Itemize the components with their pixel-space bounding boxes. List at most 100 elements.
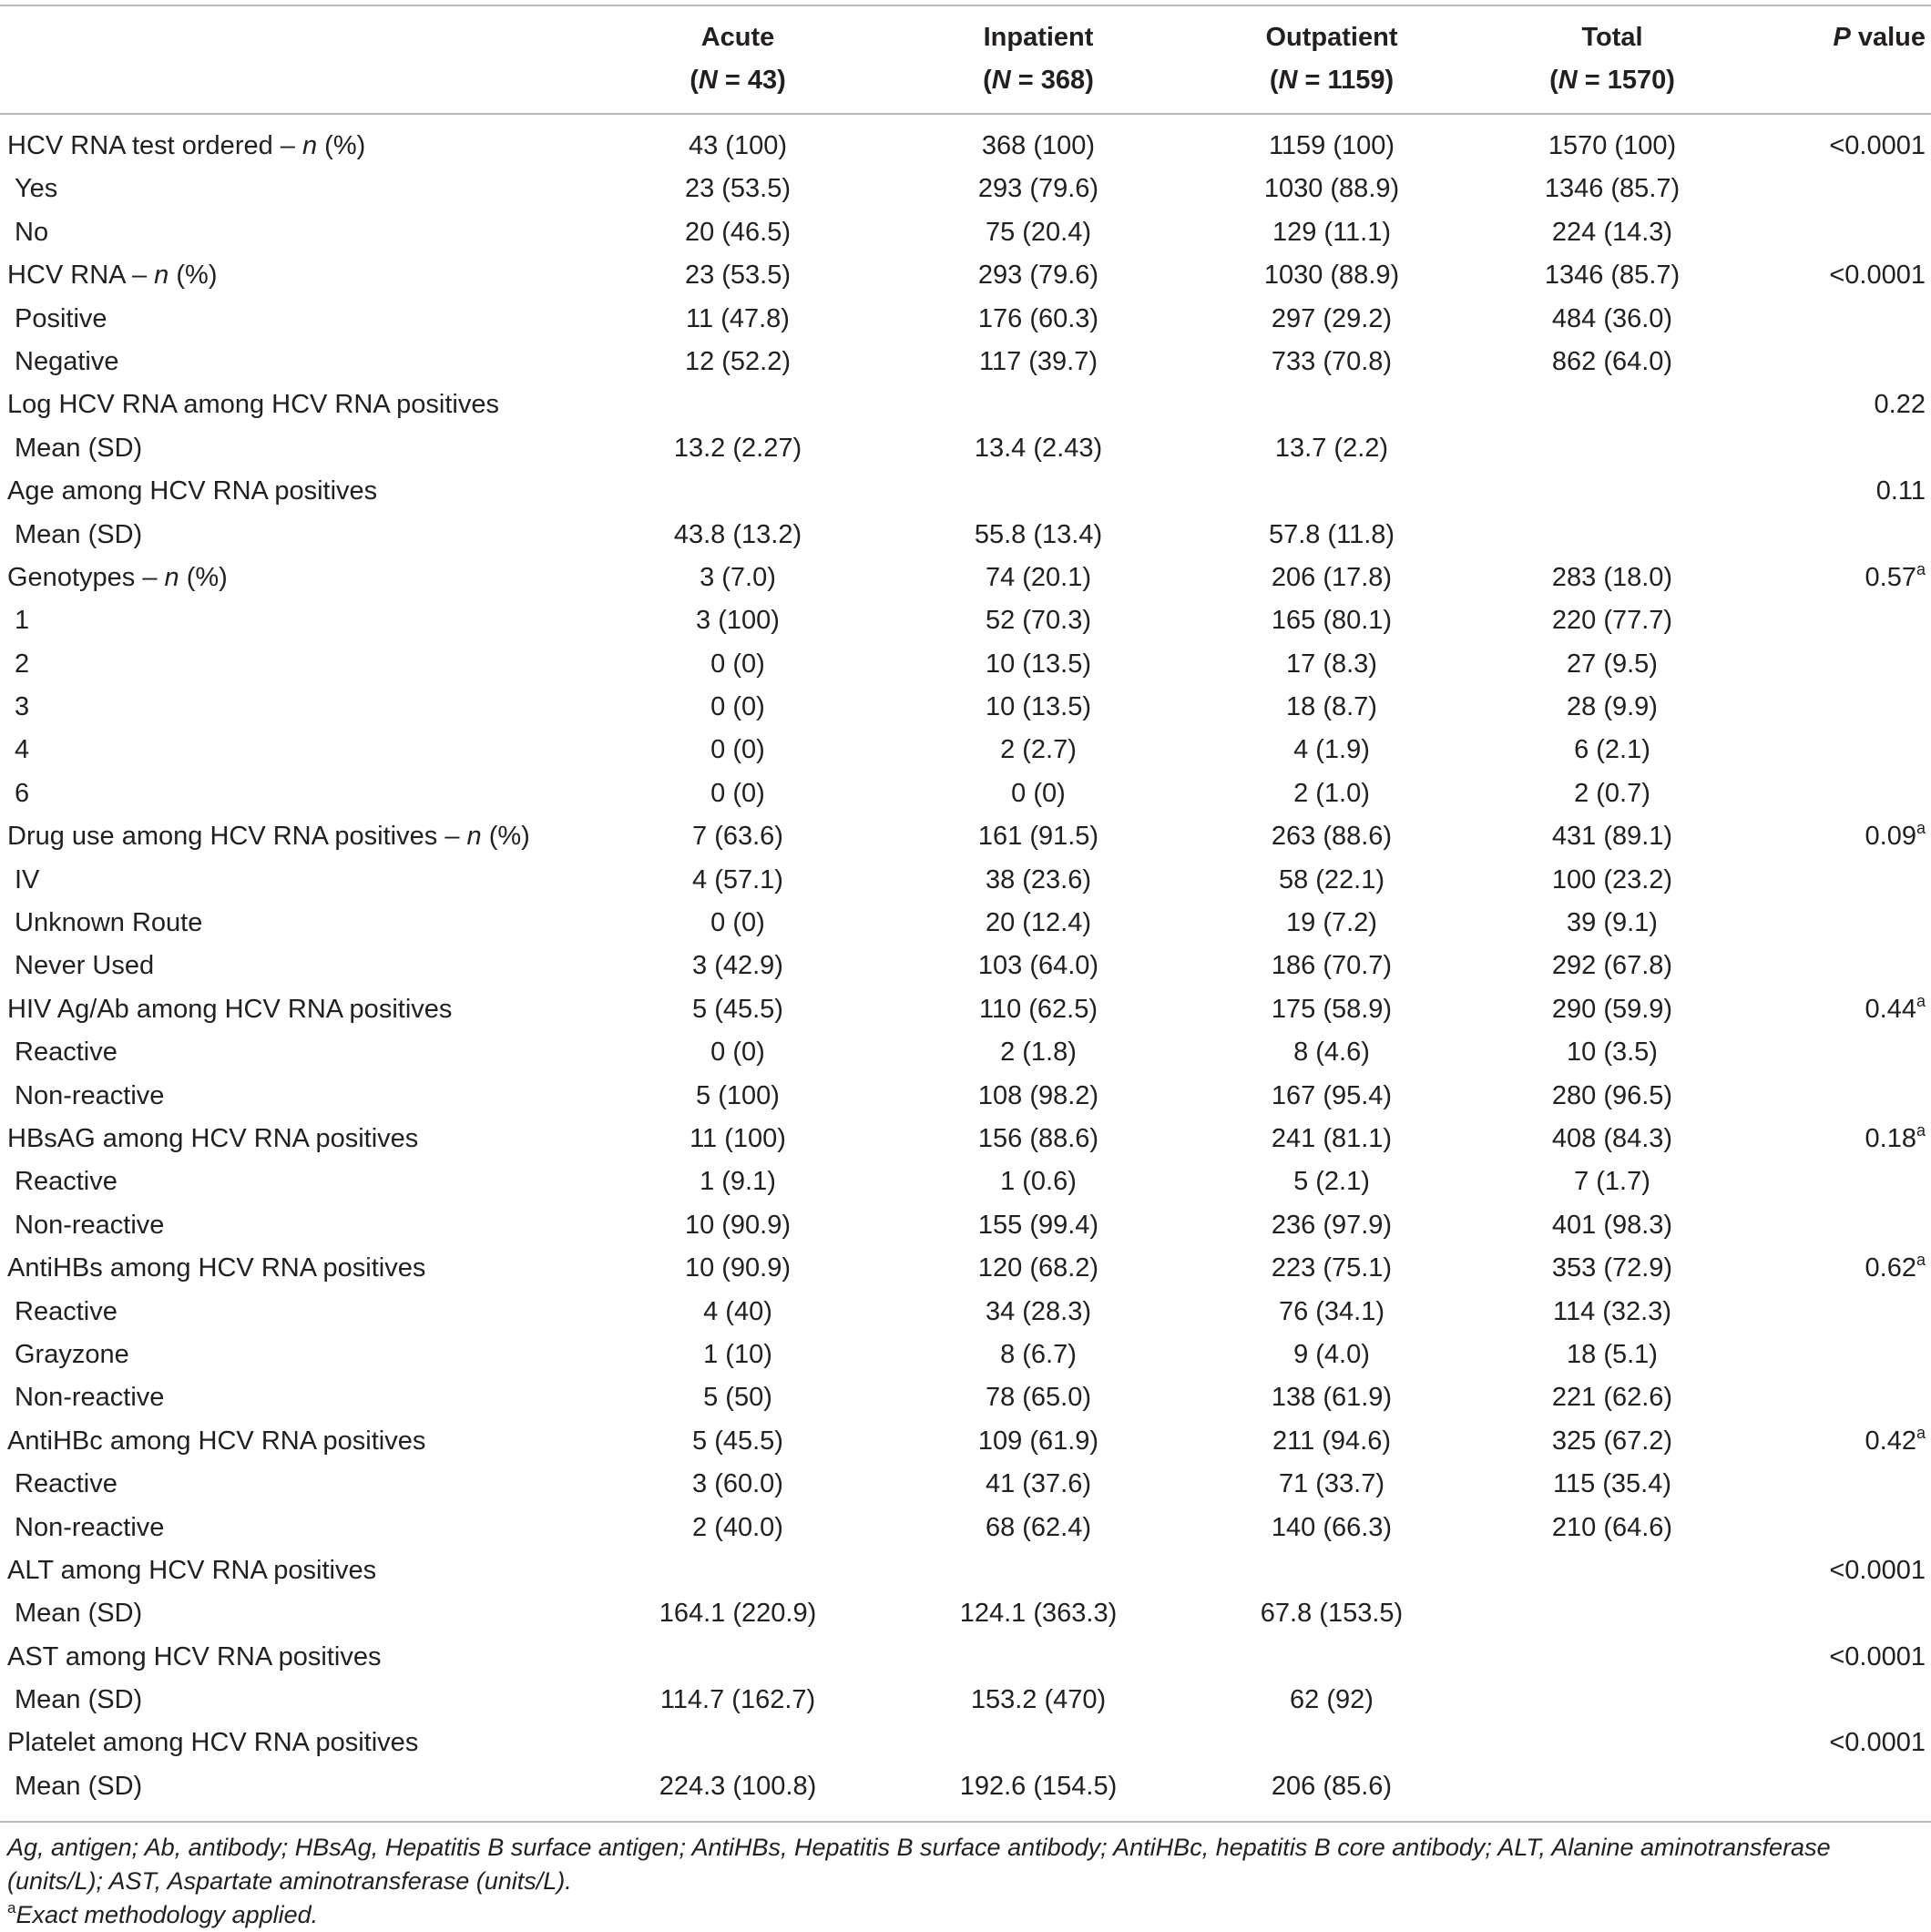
cell-p-value: 0.11	[1875, 476, 1926, 506]
table-row: Mean (SD) 224.3 (100.8) 192.6 (154.5) 206 (…	[0, 1765, 1931, 1808]
cell-p-value: 0.42a	[1865, 1423, 1926, 1456]
table-row: 6 0 (0) 0 (0) 2 (1.0) 2 (0.7)	[0, 772, 1931, 815]
cell-total: 18 (5.1)	[1567, 1339, 1658, 1369]
row-label: Yes	[15, 174, 58, 204]
cell-outpatient: 297 (29.2)	[1271, 303, 1393, 333]
cell-outpatient: 76 (34.1)	[1278, 1296, 1385, 1326]
cell-total: 283 (18.0)	[1551, 562, 1673, 592]
cell-outpatient: 186 (70.7)	[1271, 951, 1393, 981]
cell-acute: 11 (47.8)	[686, 303, 790, 333]
table-row: AntiHBc among HCV RNA positives 5 (45.5) 1…	[0, 1420, 1931, 1463]
cell-total: 292 (67.8)	[1551, 951, 1673, 981]
cell-inpatient: 2 (2.7)	[1000, 735, 1077, 765]
table-row: Platelet among HCV RNA positives <0.0001	[0, 1722, 1931, 1764]
cell-p-value: 0.57a	[1865, 559, 1926, 592]
cell-inpatient: 10 (13.5)	[985, 649, 1092, 679]
row-label: Reactive	[15, 1469, 117, 1499]
cell-outpatient: 223 (75.1)	[1271, 1253, 1393, 1283]
cell-acute: 5 (45.5)	[692, 1426, 783, 1456]
cell-inpatient: 74 (20.1)	[985, 562, 1092, 592]
cell-outpatient: 167 (95.4)	[1271, 1080, 1393, 1110]
cell-inpatient: 156 (88.6)	[977, 1123, 1099, 1153]
cell-p-value: 0.18a	[1865, 1120, 1926, 1153]
cell-inpatient: 293 (79.6)	[977, 174, 1099, 204]
cell-inpatient: 75 (20.4)	[985, 217, 1092, 247]
row-label: No	[15, 217, 49, 247]
cell-acute: 10 (90.9)	[684, 1253, 792, 1283]
cell-inpatient: 41 (37.6)	[985, 1469, 1092, 1499]
cell-total: 100 (23.2)	[1551, 864, 1673, 894]
cell-acute: 11 (100)	[690, 1123, 786, 1153]
cell-total: 401 (98.3)	[1551, 1210, 1673, 1240]
cell-outpatient: 211 (94.6)	[1272, 1426, 1392, 1456]
row-label: Mean (SD)	[15, 1685, 143, 1715]
cell-total: 210 (64.6)	[1551, 1512, 1673, 1542]
table-row: HIV Ag/Ab among HCV RNA positives 5 (45.5…	[0, 988, 1931, 1031]
cell-total: 431 (89.1)	[1551, 822, 1673, 852]
cell-inpatient: 1 (0.6)	[1000, 1167, 1077, 1197]
cell-p-value: 0.09a	[1865, 819, 1926, 852]
row-label: Mean (SD)	[15, 519, 143, 549]
cell-inpatient: 109 (61.9)	[977, 1426, 1099, 1456]
row-label: 4	[15, 735, 30, 765]
table-row: Reactive 1 (9.1) 1 (0.6) 5 (2.1) 7 (1.7)	[0, 1160, 1931, 1203]
cell-p-value: <0.0001	[1829, 261, 1926, 291]
row-label: HCV RNA test ordered – n (%)	[7, 131, 366, 160]
cell-inpatient: 34 (28.3)	[985, 1296, 1092, 1326]
row-label: Mean (SD)	[15, 1771, 143, 1801]
row-label: Positive	[15, 303, 107, 333]
cell-total: 408 (84.3)	[1551, 1123, 1673, 1153]
cell-inpatient: 55.8 (13.4)	[974, 519, 1103, 549]
cell-inpatient: 368 (100)	[981, 131, 1096, 160]
cell-inpatient: 108 (98.2)	[977, 1080, 1099, 1110]
cell-acute: 1 (10)	[703, 1339, 772, 1369]
cell-total: 115 (35.4)	[1552, 1469, 1672, 1499]
table-row: Reactive 3 (60.0) 41 (37.6) 71 (33.7) 115 (3…	[0, 1463, 1931, 1506]
cell-outpatient: 236 (97.9)	[1271, 1210, 1393, 1240]
table-row: Never Used 3 (42.9) 103 (64.0) 186 (70.7) 29…	[0, 945, 1931, 987]
row-label: Never Used	[15, 951, 155, 981]
table-row: HCV RNA – n (%) 23 (53.5) 293 (79.6) 1030 (…	[0, 254, 1931, 297]
cell-p-value: <0.0001	[1829, 131, 1926, 160]
cell-outpatient: 58 (22.1)	[1278, 864, 1385, 894]
cell-outpatient: 4 (1.9)	[1293, 735, 1370, 765]
cell-total: 290 (59.9)	[1551, 994, 1673, 1024]
row-label: HBsAG among HCV RNA positives	[7, 1123, 419, 1153]
cell-outpatient: 165 (80.1)	[1271, 606, 1393, 636]
row-label: IV	[15, 864, 40, 894]
header-total: Total (N = 1570)	[1549, 23, 1675, 95]
cell-inpatient: 38 (23.6)	[985, 864, 1092, 894]
cell-outpatient: 733 (70.8)	[1271, 346, 1393, 376]
row-label: Age among HCV RNA positives	[7, 476, 378, 506]
cell-total: 7 (1.7)	[1574, 1167, 1650, 1197]
table-row: Negative 12 (52.2) 117 (39.7) 733 (70.8) 862…	[0, 341, 1931, 383]
row-label: Non-reactive	[15, 1512, 165, 1542]
cell-inpatient: 103 (64.0)	[977, 951, 1099, 981]
table-bottom-rule	[0, 1821, 1931, 1823]
table-row: Non-reactive 10 (90.9) 155 (99.4) 236 (97.9…	[0, 1204, 1931, 1247]
row-label: 2	[15, 649, 30, 679]
cell-total: 1346 (85.7)	[1544, 174, 1681, 204]
cell-total: 220 (77.7)	[1551, 606, 1673, 636]
cell-acute: 23 (53.5)	[684, 261, 792, 291]
table-row: Yes 23 (53.5) 293 (79.6) 1030 (88.9) 1346 (8…	[0, 168, 1931, 210]
table-body: HCV RNA test ordered – n (%) 43 (100) 368 …	[0, 125, 1931, 1808]
row-label: HIV Ag/Ab among HCV RNA positives	[7, 994, 453, 1024]
table-row: 1 3 (100) 52 (70.3) 165 (80.1) 220 (77.7)	[0, 599, 1931, 642]
cell-total: 353 (72.9)	[1551, 1253, 1673, 1283]
cell-acute: 0 (0)	[710, 778, 765, 808]
cell-outpatient: 13.7 (2.2)	[1274, 433, 1389, 463]
table-row: IV 4 (57.1) 38 (23.6) 58 (22.1) 100 (23.2)	[0, 859, 1931, 902]
table-row: 4 0 (0) 2 (2.7) 4 (1.9) 6 (2.1)	[0, 729, 1931, 772]
cell-total: 10 (3.5)	[1567, 1038, 1658, 1068]
row-label: Unknown Route	[15, 908, 203, 938]
cell-acute: 7 (63.6)	[692, 822, 783, 852]
cell-outpatient: 19 (7.2)	[1286, 908, 1377, 938]
cell-outpatient: 241 (81.1)	[1271, 1123, 1393, 1153]
table-row: 3 0 (0) 10 (13.5) 18 (8.7) 28 (9.9)	[0, 686, 1931, 729]
cell-outpatient: 263 (88.6)	[1271, 822, 1393, 852]
table-row: Genotypes – n (%) 3 (7.0) 74 (20.1) 206 (17…	[0, 557, 1931, 599]
row-label: Mean (SD)	[15, 433, 143, 463]
table-row: Non-reactive 2 (40.0) 68 (62.4) 140 (66.3) 2…	[0, 1507, 1931, 1549]
